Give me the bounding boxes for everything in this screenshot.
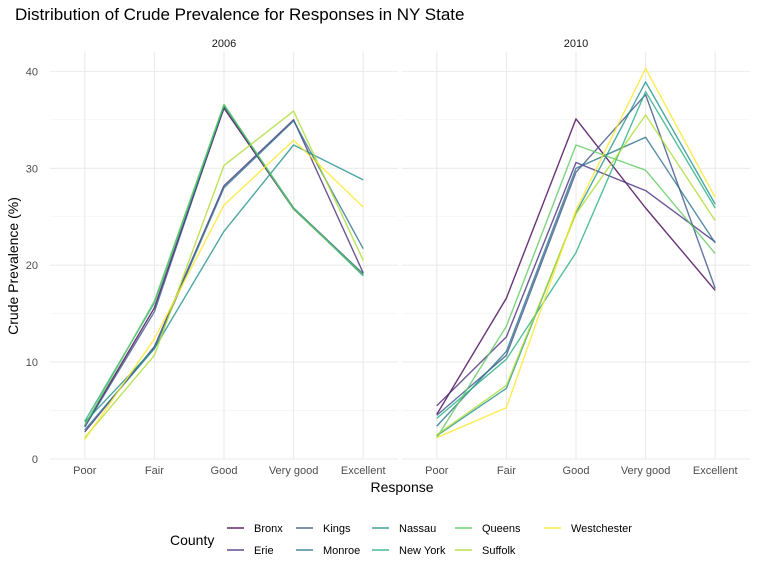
- series-line-monroe: [436, 136, 716, 427]
- y-tick-label: 20: [26, 260, 38, 272]
- series-line-queens: [84, 103, 364, 426]
- legend-item-monroe: Monroe: [296, 545, 360, 557]
- legend-item-kings: Kings: [296, 523, 351, 535]
- y-tick-label: 10: [26, 357, 38, 369]
- y-axis-title: Crude Prevalence (%): [5, 197, 21, 335]
- legend-label: Queens: [482, 523, 521, 535]
- chart-panels: 2006 Poor Fair Good Very good Excellent 0 10 20 3…: [26, 38, 750, 477]
- legend-label: Bronx: [254, 523, 283, 535]
- legend-item-nassau: Nassau: [372, 523, 436, 535]
- legend-label: Nassau: [399, 523, 436, 535]
- series-line-queens: [436, 144, 716, 439]
- legend-label: Monroe: [323, 545, 360, 557]
- series-line-erie: [436, 161, 716, 407]
- legend: County Bronx Erie Kings Monroe Nassau New Yor…: [170, 523, 632, 557]
- legend-item-suffolk: Suffolk: [455, 545, 516, 557]
- x-tick-label: Good: [211, 465, 238, 477]
- y-tick-label: 30: [26, 163, 38, 175]
- legend-label: Kings: [323, 523, 351, 535]
- panel-label: 2010: [564, 38, 588, 50]
- series-line-westchester: [436, 67, 716, 439]
- legend-label: Westchester: [571, 523, 632, 535]
- legend-label: Suffolk: [482, 545, 516, 557]
- panel-2006: 2006 Poor Fair Good Very good Excellent 0 10 20 3…: [26, 38, 398, 477]
- y-tick-label: 0: [32, 454, 38, 466]
- x-tick-label: Poor: [425, 465, 449, 477]
- x-tick-label: Excellent: [693, 465, 738, 477]
- panel-2010: 2010 Poor Fair Good Very good Excellent: [402, 38, 750, 477]
- x-axis-title: Response: [370, 479, 433, 495]
- panel-label: 2006: [212, 38, 236, 50]
- legend-label: Erie: [254, 545, 274, 557]
- series-line-westchester: [84, 139, 364, 440]
- x-tick-label: Poor: [73, 465, 97, 477]
- x-tick-label: Fair: [145, 465, 164, 477]
- series-line-bronx: [436, 118, 716, 415]
- legend-item-queens: Queens: [455, 523, 521, 535]
- x-tick-label: Excellent: [341, 465, 386, 477]
- series-line-new-york: [436, 90, 716, 419]
- series-line-suffolk: [84, 110, 364, 439]
- chart-title: Distribution of Crude Prevalence for Res…: [15, 5, 464, 24]
- x-tick-label: Good: [563, 465, 590, 477]
- legend-item-bronx: Bronx: [227, 523, 283, 535]
- x-tick-label: Very good: [621, 465, 671, 477]
- legend-item-westchester: Westchester: [544, 523, 632, 535]
- y-tick-label: 40: [26, 66, 38, 78]
- series-line-suffolk: [436, 114, 716, 436]
- legend-item-new-york: New York: [372, 545, 446, 557]
- x-tick-label: Fair: [497, 465, 516, 477]
- x-tick-label: Very good: [269, 465, 319, 477]
- legend-title: County: [170, 532, 214, 548]
- legend-item-erie: Erie: [227, 545, 274, 557]
- legend-label: New York: [399, 545, 446, 557]
